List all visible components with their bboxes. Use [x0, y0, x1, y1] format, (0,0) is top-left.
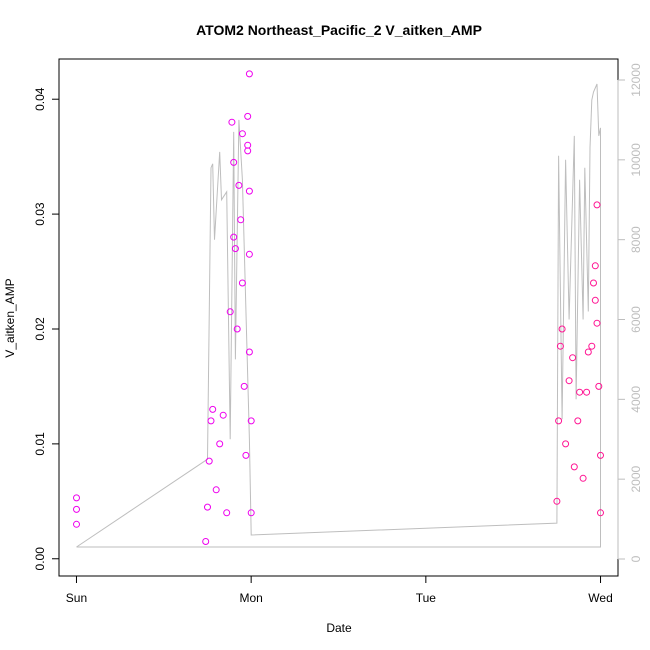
data-point	[245, 250, 253, 258]
data-point	[597, 451, 604, 459]
data-point	[238, 279, 246, 287]
x-tick-label: Mon	[239, 591, 262, 605]
data-point	[226, 308, 234, 316]
y-tick-label: 0.00	[33, 547, 47, 571]
data-point	[205, 457, 213, 465]
y-tick-label: 0.02	[33, 317, 47, 341]
axis-layer: Sun Mon Tue Wed 0.00 0.01 0.02 0.03 0.04 0 2000 400…	[33, 63, 643, 605]
data-point	[565, 377, 573, 385]
data-point	[597, 509, 604, 517]
data-point	[555, 417, 563, 425]
data-point	[244, 141, 252, 149]
y-tick-label: 0.04	[33, 87, 47, 111]
data-point	[216, 440, 224, 448]
data-point	[233, 325, 241, 333]
data-point	[73, 494, 80, 502]
data-point	[556, 342, 564, 350]
data-point	[202, 538, 210, 545]
data-point	[204, 503, 211, 511]
y2-tick-label: 0	[629, 555, 643, 562]
data-point	[553, 497, 561, 505]
data-point	[593, 201, 601, 209]
data-point	[223, 509, 231, 517]
data-point	[231, 245, 239, 253]
data-point	[588, 342, 596, 350]
data-point	[228, 118, 236, 126]
data-point	[590, 279, 597, 287]
data-point	[207, 417, 215, 425]
data-point	[570, 463, 578, 471]
data-point	[247, 509, 255, 517]
series-line-right	[76, 83, 601, 548]
data-point	[230, 158, 238, 166]
data-point	[593, 319, 601, 327]
data-point	[245, 187, 253, 195]
data-point	[235, 181, 243, 189]
data-point	[576, 388, 584, 396]
x-axis-label: Date	[326, 621, 352, 635]
data-point	[245, 70, 253, 78]
y-axis-label: V_aitken_AMP	[3, 278, 17, 357]
data-point	[73, 505, 80, 513]
data-point	[237, 216, 245, 224]
data-point	[238, 130, 246, 138]
data-point	[583, 388, 591, 396]
data-point	[558, 325, 566, 333]
data-point	[569, 354, 577, 362]
y-tick-label: 0.03	[33, 202, 47, 226]
x-tick-label: Sun	[66, 591, 87, 605]
y-tick-label: 0.01	[33, 432, 47, 456]
chart-title: ATOM2 Northeast_Pacific_2 V_aitken_AMP	[196, 22, 482, 38]
data-point	[242, 451, 250, 459]
y2-tick-label: 12000	[629, 63, 643, 97]
y2-tick-label: 2000	[629, 465, 643, 492]
data-point	[591, 296, 599, 304]
y2-tick-label: 10000	[629, 143, 643, 177]
data-point	[591, 262, 599, 270]
data-point	[574, 417, 582, 425]
data-point	[562, 440, 570, 448]
y2-tick-label: 4000	[629, 386, 643, 413]
data-point	[230, 233, 238, 241]
y2-tick-label: 6000	[629, 306, 643, 333]
data-point	[240, 382, 248, 390]
data-point	[579, 474, 587, 482]
plot-layer	[73, 70, 604, 548]
data-point	[247, 417, 255, 425]
data-point	[209, 405, 217, 413]
y2-tick-label: 8000	[629, 226, 643, 253]
data-point	[245, 348, 253, 356]
data-point	[219, 411, 227, 419]
x-tick-label: Wed	[588, 591, 612, 605]
data-point	[244, 112, 252, 120]
data-point	[584, 348, 592, 356]
data-point	[212, 486, 220, 494]
x-tick-label: Tue	[416, 591, 437, 605]
data-point	[595, 382, 603, 390]
data-point	[73, 520, 80, 528]
